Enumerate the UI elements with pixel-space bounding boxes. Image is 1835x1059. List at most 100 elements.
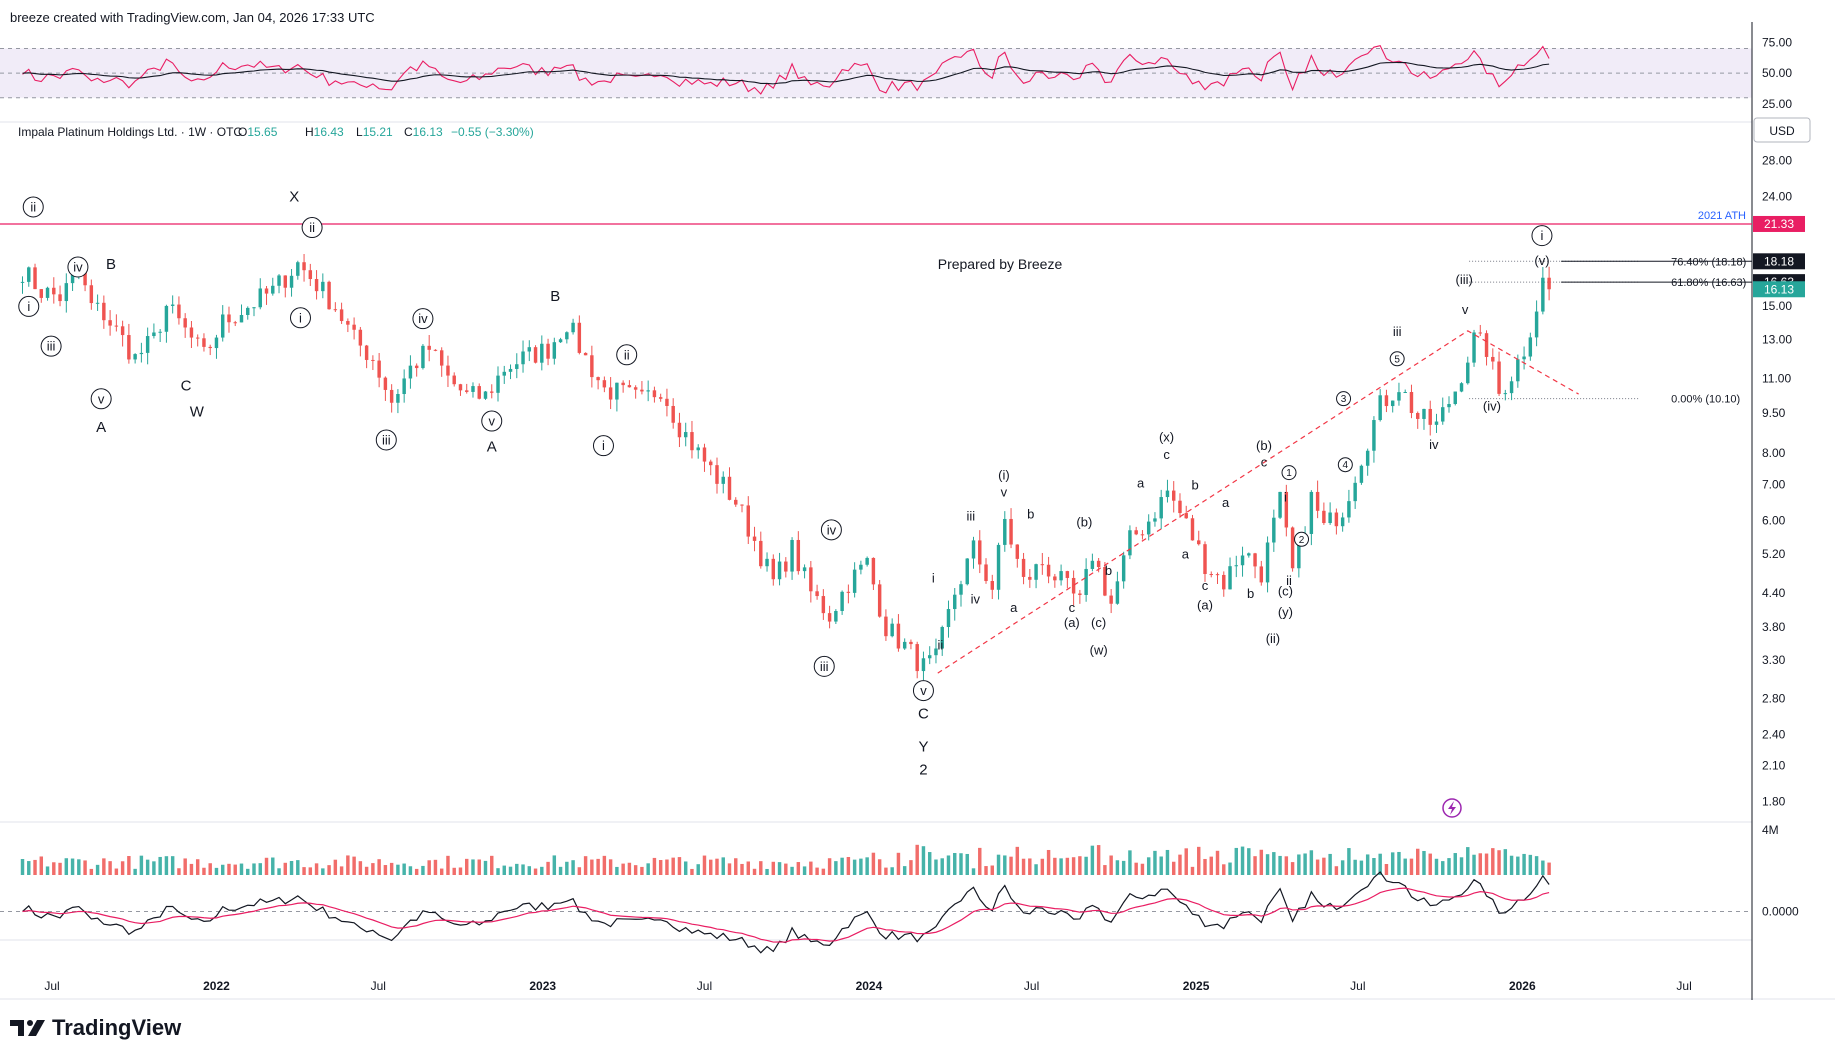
wave-text: i — [299, 310, 302, 325]
volume-bar — [152, 861, 156, 875]
currency-box[interactable] — [1753, 117, 1811, 143]
candle-body — [978, 540, 982, 565]
candle-body — [896, 623, 901, 649]
volume-bar — [771, 861, 776, 875]
price-badge-bg — [1753, 215, 1805, 232]
price-tick: 15.00 — [1762, 299, 1792, 313]
candle — [1284, 484, 1289, 537]
candle-body — [289, 275, 294, 288]
wave-label: i — [18, 295, 40, 317]
candle — [1040, 552, 1045, 575]
candle-body — [752, 536, 757, 541]
volume-bar — [565, 861, 569, 875]
wave-text: (c) — [1278, 583, 1293, 598]
candle-body — [483, 391, 488, 399]
wave-label: (y) — [1278, 604, 1293, 619]
volume-bar — [515, 863, 519, 875]
candle-body — [1491, 356, 1495, 362]
currency-label: USD — [1769, 124, 1795, 138]
candle-body — [208, 346, 212, 349]
brand-name: TradingView — [52, 1015, 182, 1040]
candle-body — [834, 610, 838, 622]
candle — [1340, 512, 1345, 532]
candle — [45, 286, 50, 301]
price-grid — [0, 22, 1835, 1000]
candle-body — [565, 332, 569, 340]
candle-body — [815, 591, 819, 597]
volume-max-label: 4M — [1762, 823, 1779, 837]
volume-bar — [1522, 853, 1526, 875]
volume-bar — [1171, 861, 1176, 875]
candle — [1109, 589, 1113, 614]
wave-label: i — [289, 307, 311, 329]
candle — [583, 352, 588, 356]
volume-bar — [396, 864, 400, 875]
tradingview-brand[interactable]: TradingView — [10, 1015, 181, 1041]
price-badge-bg — [1753, 253, 1805, 270]
time-tick: 2022 — [203, 979, 230, 993]
volume-bar — [483, 860, 488, 875]
candle — [52, 277, 56, 304]
volume-bar — [1528, 854, 1533, 875]
volume-bar — [490, 855, 494, 875]
volume-bar — [902, 866, 907, 875]
wave-label: c — [1163, 447, 1170, 462]
fib-level-label: 61.80% (16.63) — [1671, 277, 1746, 289]
candle — [20, 276, 25, 294]
candle-body — [1290, 527, 1295, 569]
candle-body — [1209, 574, 1213, 576]
svg-text:L15.21: L15.21 — [356, 125, 393, 139]
candle-body — [339, 309, 344, 322]
volume-bar — [195, 859, 200, 875]
candle — [1165, 479, 1170, 503]
candle — [358, 326, 363, 357]
volume-bar — [953, 852, 957, 875]
candle-body — [183, 318, 187, 328]
candle-body — [627, 385, 632, 388]
candle — [677, 412, 682, 448]
volume-bar — [765, 868, 769, 875]
volume-bar — [1484, 853, 1489, 875]
candle — [458, 383, 463, 396]
candle — [271, 277, 275, 296]
candle-body — [1009, 518, 1013, 545]
candle-body — [1428, 408, 1432, 425]
volume-bar — [865, 857, 869, 875]
price-badge: 16.13 — [1753, 281, 1805, 298]
candle — [152, 323, 156, 339]
wave-circle — [22, 196, 44, 218]
candle — [546, 338, 550, 366]
candle-body — [164, 305, 169, 332]
candle-body — [771, 558, 776, 580]
candle — [252, 307, 256, 317]
candle — [1416, 411, 1420, 429]
candle-body — [571, 322, 575, 333]
candle — [208, 344, 212, 356]
volume-bar — [258, 863, 262, 875]
volume-bar — [1009, 856, 1013, 875]
candle — [421, 344, 425, 370]
volume-bar — [746, 861, 750, 875]
wave-label: ii — [301, 217, 323, 239]
volume-bar — [189, 863, 194, 875]
candle — [965, 558, 969, 586]
volume-bar — [108, 861, 112, 875]
time-axis: Jul 2022 Jul 2023 Jul 2024 Jul 2025 Jul 2026 Jul — [44, 979, 1691, 993]
wave-label: iii — [1393, 324, 1402, 339]
candle — [1240, 546, 1245, 577]
candle — [339, 302, 344, 324]
wave-text: iii — [820, 659, 829, 674]
wave-text: Y — [918, 739, 928, 756]
candle — [690, 420, 694, 459]
candle — [1359, 464, 1364, 485]
alert-icon[interactable] — [1442, 798, 1462, 818]
volume-bar — [321, 868, 325, 875]
candle-body — [852, 569, 857, 593]
candle-body — [471, 386, 475, 392]
price-tick: 24.00 — [1762, 189, 1792, 203]
candle — [227, 306, 231, 333]
volume-bar — [1272, 852, 1276, 875]
candle — [515, 353, 519, 379]
